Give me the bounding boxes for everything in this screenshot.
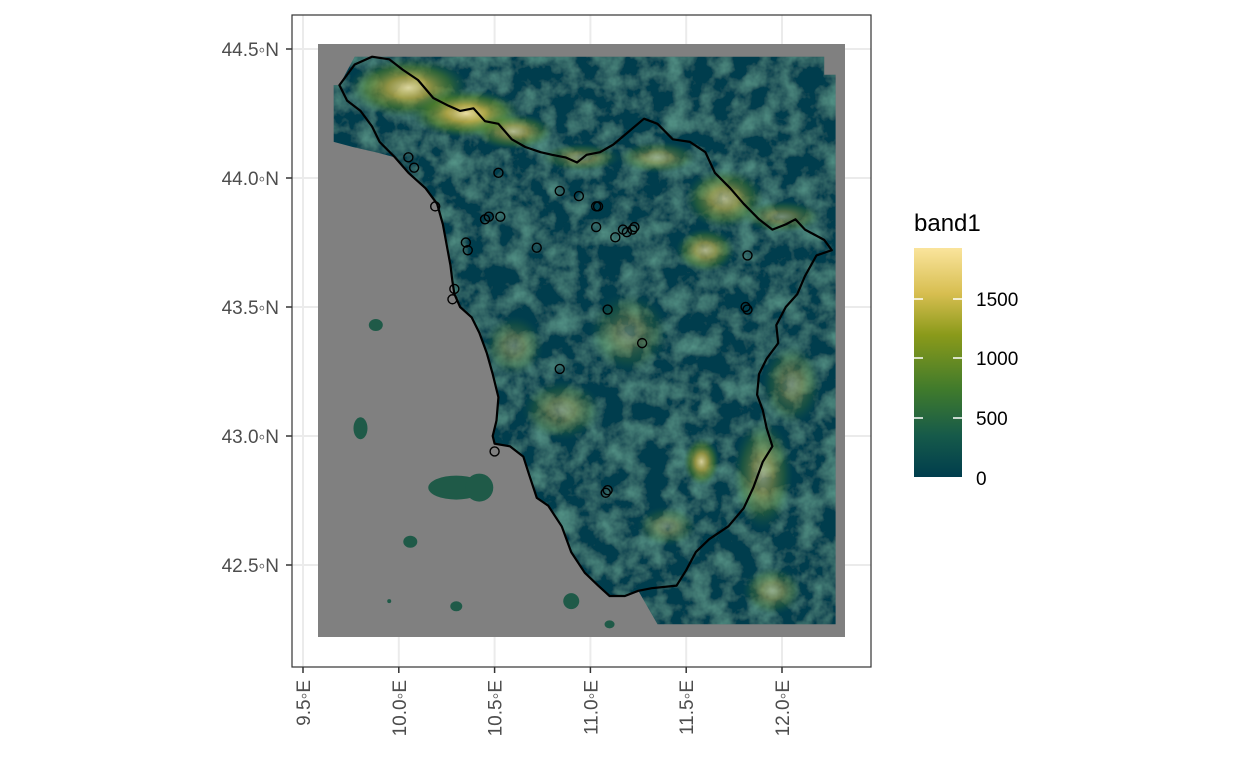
station-point: [403, 152, 414, 163]
station-point: [636, 337, 648, 349]
station-point: [602, 304, 613, 315]
station-point: [408, 162, 420, 173]
raster-elevation-highlight: [742, 566, 803, 615]
station-point: [449, 283, 460, 295]
raster-island: [465, 473, 494, 502]
raster-elevation-highlight: [732, 419, 793, 530]
raster-elevation-highlight: [540, 143, 621, 172]
raster-island: [368, 319, 383, 332]
legend-label: 1500: [976, 290, 1018, 311]
station-point: [592, 201, 604, 212]
tuscany-boundary: [338, 55, 833, 598]
raster-elevation-highlight: [483, 315, 544, 376]
raster-island: [403, 535, 418, 548]
raster-elevation-highlight: [588, 292, 669, 373]
raster-island: [353, 417, 368, 440]
y-tick-label: 44.0◦N: [222, 169, 279, 190]
raster-island: [604, 620, 615, 629]
station-point: [554, 363, 565, 375]
station-point: [430, 201, 441, 212]
raster-island: [387, 599, 392, 604]
station-point: [554, 185, 565, 197]
raster-elevation-highlight: [617, 141, 698, 174]
x-tick-label: 10.0◦E: [390, 680, 411, 736]
station-point: [531, 242, 542, 253]
station-point: [621, 226, 633, 238]
raster-elevation-highlight: [761, 344, 822, 425]
station-point: [740, 301, 751, 313]
region-boundary: [338, 55, 833, 598]
station-point: [573, 190, 585, 202]
station-points: [403, 152, 753, 498]
raster-elevation-highlight: [637, 506, 698, 547]
raster-elevation-highlight: [683, 437, 720, 486]
raster-elevation-highlight: [473, 113, 554, 150]
raster-island: [450, 601, 463, 612]
x-tick-label: 10.5◦E: [486, 680, 507, 736]
station-point: [627, 224, 638, 235]
station-point: [462, 245, 473, 256]
station-point: [590, 221, 602, 233]
station-point: [489, 446, 500, 457]
x-tick-label: 11.0◦E: [581, 680, 602, 735]
raster-elevation-highlight: [675, 228, 736, 273]
y-tick-label: 43.5◦N: [222, 298, 279, 319]
station-point: [610, 232, 621, 243]
station-point: [602, 484, 613, 496]
station-point: [495, 211, 506, 222]
station-point: [447, 294, 458, 305]
station-point: [479, 214, 491, 225]
raster-island: [563, 593, 580, 610]
y-tick-label: 44.5◦N: [222, 40, 279, 61]
legend-title: band1: [914, 210, 981, 237]
x-tick-label: 11.5◦E: [677, 680, 698, 735]
legend-ticks: 1500 1000 500 0: [914, 290, 1018, 490]
panel-frame: [291, 14, 872, 668]
x-tick-label: 9.5◦E: [294, 680, 315, 726]
station-point: [742, 250, 753, 261]
x-tick-label: 12.0◦E: [773, 680, 794, 736]
y-axis: 44.5◦N 44.0◦N 43.5◦N 43.0◦N 42.5◦N: [222, 40, 292, 577]
raster-elevation-highlight: [521, 380, 602, 441]
legend-label: 0: [976, 469, 987, 490]
legend-colorbar: [914, 248, 962, 477]
y-tick-label: 42.5◦N: [222, 556, 279, 577]
legend-label: 500: [976, 409, 1008, 430]
y-tick-label: 43.0◦N: [222, 427, 279, 448]
station-point: [460, 237, 472, 248]
raster-elevation-highlight: [742, 200, 822, 233]
station-point: [600, 487, 611, 498]
station-point: [742, 304, 753, 315]
x-axis: 9.5◦E 10.0◦E 10.5◦E 11.0◦E 11.5◦E 12.0◦E: [294, 667, 794, 736]
legend: band1 1500 1000 500 0: [914, 210, 1018, 490]
legend-label: 1000: [976, 349, 1018, 370]
elevation-raster: [318, 44, 845, 637]
station-point: [629, 221, 640, 233]
station-point: [493, 167, 504, 179]
